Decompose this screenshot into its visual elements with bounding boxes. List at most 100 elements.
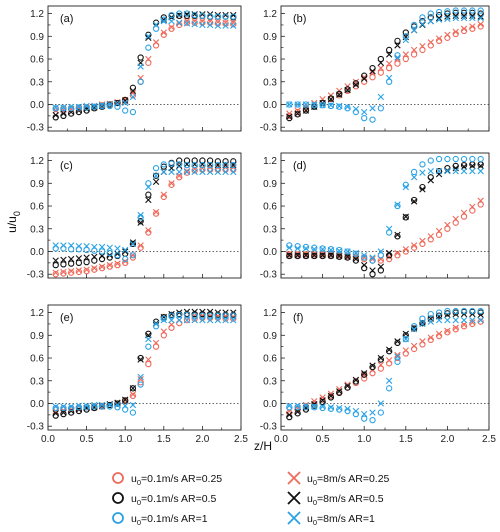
data-point-circle (386, 64, 393, 72)
data-point-cross (183, 168, 191, 176)
legend-label-rest: =8m/s AR=0.5 (317, 493, 384, 505)
legend-item-l4: u0=8m/s AR=0.5 (287, 491, 384, 507)
data-point-circle (352, 80, 360, 87)
data-point-cross (410, 174, 418, 181)
data-point-circle (344, 384, 351, 391)
data-point-cross (336, 247, 343, 254)
y-tick-label: 0.6 (30, 202, 44, 213)
legend-marker-circle (112, 512, 124, 524)
data-point-circle (68, 269, 75, 276)
data-point-cross (377, 59, 385, 67)
data-point-circle (302, 243, 310, 251)
data-point-cross (114, 399, 121, 406)
legend-label-sub: 0 (313, 518, 317, 527)
data-point-cross (361, 369, 368, 377)
data-point-cross (294, 402, 301, 409)
panels-group: -0.30.00.30.60.91.2 (a) -0.30.00.30.60.91.… (27, 5, 496, 445)
data-point-cross (168, 310, 175, 318)
data-point-circle (222, 312, 229, 319)
data-point-cross (83, 102, 90, 110)
data-point-cross (152, 39, 160, 46)
data-point-cross (410, 27, 418, 34)
data-point-cross (60, 403, 67, 410)
data-point-cross (83, 242, 90, 250)
y-tick-label: 1.2 (263, 308, 277, 319)
data-point-cross (145, 55, 152, 63)
data-point-cross (183, 316, 191, 324)
data-point-cross (286, 252, 293, 259)
panel-tag: (f) (293, 312, 303, 324)
data-point-cross (176, 168, 183, 176)
data-point-circle (52, 271, 59, 278)
data-point-cross (199, 316, 206, 324)
data-point-circle (191, 161, 198, 169)
data-point-circle (145, 180, 152, 187)
panel-a: -0.3 0.0 0.3 0.6 0.9 1.2 (a) (27, 5, 242, 134)
data-point-circle (435, 8, 443, 16)
y-tick-label: 0.3 (263, 224, 277, 235)
data-point-circle (377, 55, 384, 63)
data-point-circle (176, 12, 183, 19)
y-tick-label: 1.2 (30, 308, 44, 319)
series-ar0_25-cross (286, 197, 484, 263)
data-point-circle (114, 99, 121, 107)
data-point-circle (168, 181, 175, 188)
data-point-cross (460, 14, 468, 22)
data-point-circle (319, 404, 326, 412)
data-point-cross (311, 103, 318, 110)
data-point-circle (377, 69, 384, 76)
legend-marker-cross (287, 511, 301, 525)
data-point-circle (230, 21, 237, 28)
panel-c: -0.3 0.0 0.3 0.6 0.9 1.2 (c) (27, 152, 242, 281)
data-point-cross (286, 101, 293, 108)
data-point-circle (129, 252, 137, 259)
data-point-circle (145, 44, 152, 51)
data-point-cross (294, 408, 301, 416)
panel-e: -0.30.00.30.60.91.20.0 0.5 1.0 1.5 2.0 2.5(e) (27, 304, 248, 445)
data-point-circle (199, 161, 206, 169)
data-point-circle (160, 16, 167, 23)
legend-item-l1: u0=0.1m/s AR=0.25 (112, 472, 222, 487)
data-point-circle (469, 207, 476, 214)
data-point-circle (452, 7, 459, 14)
data-point-cross (222, 168, 229, 176)
data-point-cross (460, 209, 468, 217)
data-point-circle (68, 246, 75, 253)
data-point-circle (168, 25, 175, 32)
data-point-cross (98, 401, 106, 409)
y-axis-title-main: u/u (5, 216, 19, 233)
data-point-cross (286, 113, 293, 120)
data-point-cross (183, 17, 191, 25)
data-point-cross (191, 20, 198, 28)
data-point-circle (386, 46, 393, 54)
data-point-cross (67, 267, 75, 275)
y-tick-label: 1.2 (263, 156, 277, 167)
data-point-cross (419, 169, 426, 176)
data-point-circle (129, 392, 137, 400)
data-point-cross (286, 402, 293, 409)
data-point-circle (402, 33, 409, 40)
data-point-circle (183, 19, 191, 26)
data-point-cross (410, 326, 418, 333)
data-point-cross (410, 324, 418, 331)
data-point-cross (394, 338, 401, 345)
data-point-cross (294, 101, 301, 108)
data-point-circle (410, 51, 418, 58)
data-point-cross (327, 95, 335, 103)
data-point-circle (129, 409, 137, 416)
data-point-circle (336, 389, 343, 397)
data-point-circle (214, 158, 221, 165)
legend-label-sub: 0 (313, 478, 317, 487)
data-point-cross (122, 99, 129, 107)
data-point-cross (75, 103, 83, 110)
data-point-cross (385, 51, 393, 58)
data-point-circle (361, 375, 368, 382)
data-point-circle (286, 114, 293, 122)
data-point-circle (352, 250, 360, 257)
data-point-circle (327, 102, 335, 110)
data-point-cross (152, 172, 160, 179)
panel-tag: (c) (60, 160, 73, 172)
data-point-circle (336, 246, 343, 254)
data-point-circle (137, 78, 144, 85)
data-point-cross (83, 254, 90, 261)
